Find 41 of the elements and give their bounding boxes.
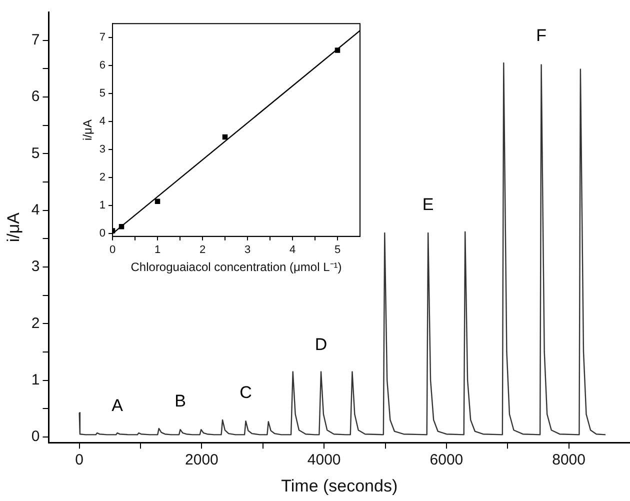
y-axis-title: i/μA — [80, 120, 95, 140]
y-tick-label: 6 — [99, 60, 106, 72]
point — [154, 198, 160, 204]
annotation: D — [314, 334, 328, 354]
point — [222, 134, 228, 140]
x-tick-label: 2000 — [185, 452, 218, 469]
annotation: B — [174, 392, 186, 411]
y-tick-label: 6 — [31, 88, 40, 106]
y-tick-label: 1 — [99, 200, 106, 212]
point — [118, 224, 124, 230]
x-tick-label: 8000 — [552, 452, 586, 469]
y-tick-label: 1 — [31, 371, 40, 388]
annotation: E — [422, 195, 434, 214]
point — [334, 48, 340, 53]
y-tick-label: 0 — [31, 428, 40, 446]
annotation: C — [240, 383, 252, 402]
y-tick-label: 2 — [99, 172, 106, 184]
x-tick-label: 4000 — [307, 452, 341, 469]
x-axis-title: Chloroguaiacol concentration (μmol L⁻¹) — [130, 260, 342, 274]
y-tick-label: 4 — [31, 201, 40, 218]
x-tick-label: 0 — [109, 244, 116, 256]
x-tick-label: 6000 — [430, 452, 464, 469]
y-tick-label: 2 — [31, 314, 40, 332]
x-axis-title: Time (seconds) — [281, 476, 398, 496]
x-tick-label: 3 — [244, 244, 251, 256]
x-tick-label: 0 — [75, 452, 84, 469]
y-axis-title: i/μA — [4, 212, 23, 242]
y-tick-label: 3 — [99, 144, 106, 156]
x-tick-label: 5 — [334, 244, 341, 256]
x-tick-label: 4 — [289, 244, 296, 256]
y-tick-label: 3 — [31, 258, 40, 276]
y-tick-label: 5 — [99, 88, 106, 100]
annotation: A — [112, 396, 124, 416]
y-tick-label: 0 — [99, 228, 106, 240]
x-tick-label: 2 — [199, 244, 206, 256]
x-tick-label: 1 — [154, 244, 161, 256]
annotation: F — [536, 26, 546, 46]
y-tick-label: 5 — [31, 144, 40, 162]
y-tick-label: 4 — [99, 116, 106, 128]
y-tick-label: 7 — [99, 32, 106, 44]
y-tick-label: 7 — [31, 31, 40, 48]
